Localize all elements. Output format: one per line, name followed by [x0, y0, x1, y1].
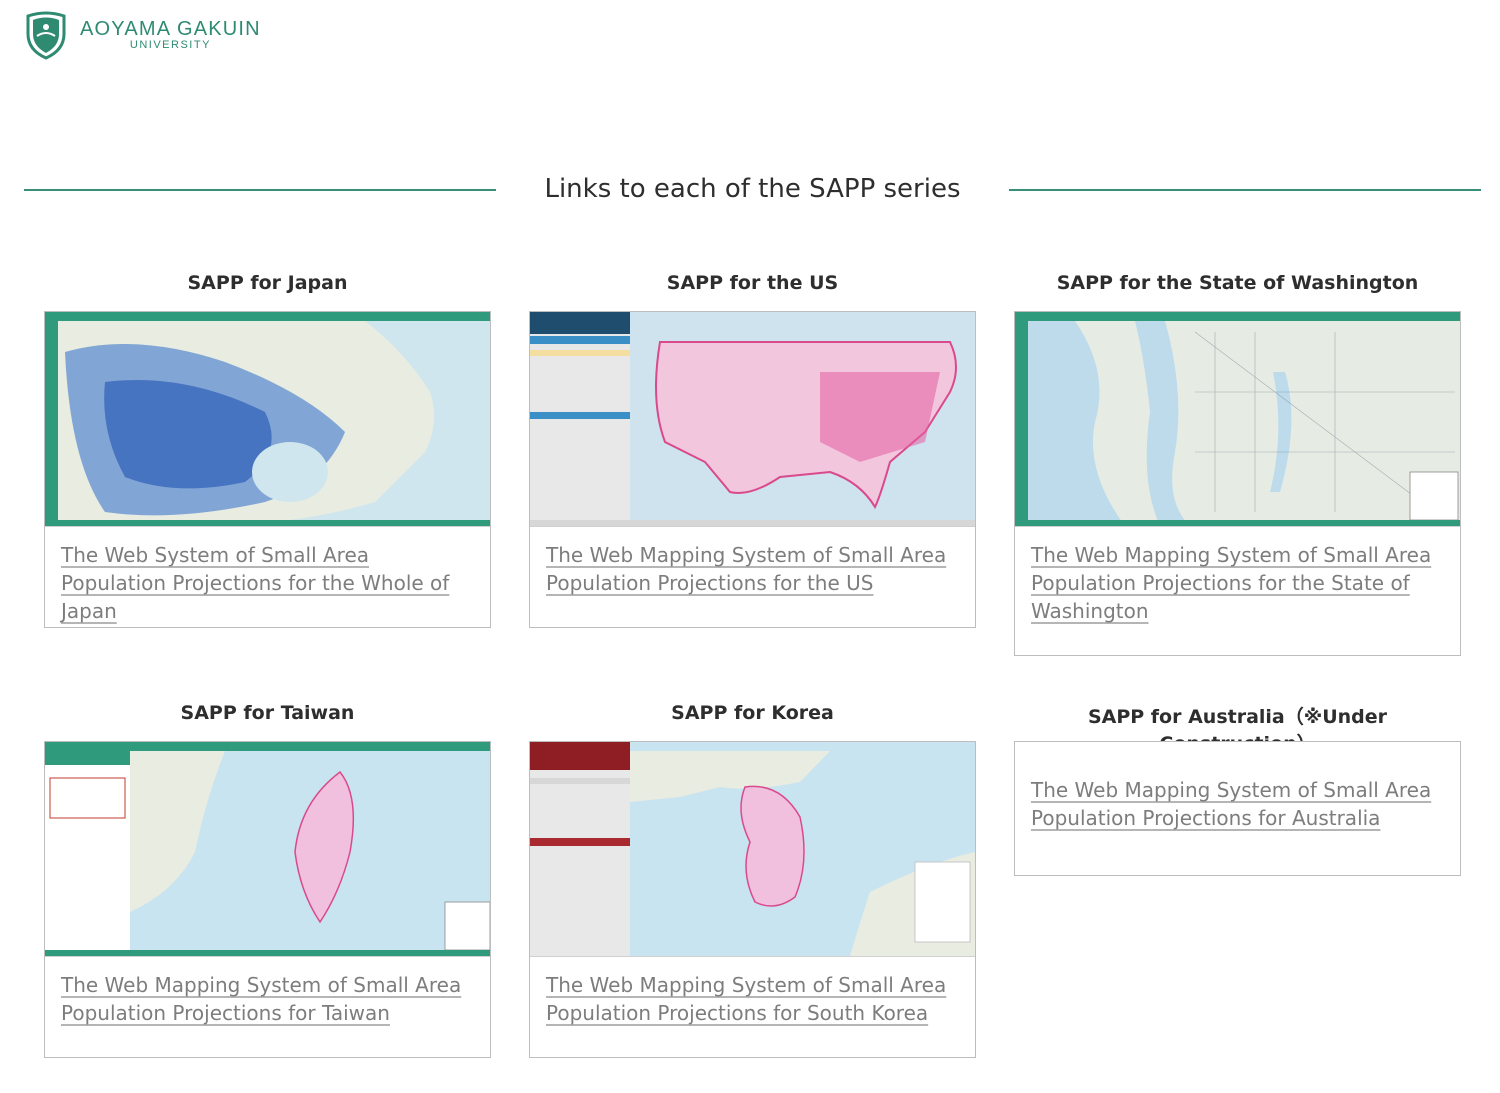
- link-australia[interactable]: The Web Mapping System of Small Area Pop…: [1031, 778, 1432, 830]
- card-washington: The Web Mapping System of Small Area Pop…: [1014, 311, 1461, 656]
- map-thumbnail-japan[interactable]: [45, 312, 490, 527]
- map-thumbnail-taiwan[interactable]: [45, 742, 490, 957]
- card-australia: The Web Mapping System of Small Area Pop…: [1014, 741, 1461, 876]
- card-taiwan: The Web Mapping System of Small Area Pop…: [44, 741, 491, 1058]
- logo-subtitle: UNIVERSITY: [129, 39, 211, 51]
- card-japan: The Web System of Small Area Population …: [44, 311, 491, 628]
- map-thumbnail-washington[interactable]: [1015, 312, 1460, 527]
- divider-left: [24, 189, 496, 191]
- card-us: The Web Mapping System of Small Area Pop…: [529, 311, 976, 628]
- map-thumbnail-us[interactable]: [530, 312, 975, 527]
- link-washington[interactable]: The Web Mapping System of Small Area Pop…: [1031, 543, 1432, 623]
- card-korea: The Web Mapping System of Small Area Pop…: [529, 741, 976, 1058]
- shield-crest-icon: [26, 11, 66, 60]
- card-title-us: SAPP for the US: [666, 272, 839, 294]
- logo-name: AOYAMA GAKUIN: [80, 18, 261, 40]
- card-title-washington: SAPP for the State of Washington: [1056, 272, 1419, 294]
- map-thumbnail-korea[interactable]: [530, 742, 975, 957]
- link-japan[interactable]: The Web System of Small Area Population …: [61, 543, 450, 623]
- divider-right: [1009, 189, 1481, 191]
- link-taiwan[interactable]: The Web Mapping System of Small Area Pop…: [61, 973, 462, 1025]
- link-us[interactable]: The Web Mapping System of Small Area Pop…: [546, 543, 947, 595]
- card-title-taiwan: SAPP for Taiwan: [180, 702, 355, 724]
- card-title-korea: SAPP for Korea: [671, 702, 834, 724]
- section-header: Links to each of the SAPP series: [24, 170, 1481, 210]
- link-korea[interactable]: The Web Mapping System of Small Area Pop…: [546, 973, 947, 1025]
- card-title-japan: SAPP for Japan: [187, 272, 348, 294]
- section-title: Links to each of the SAPP series: [544, 174, 961, 204]
- university-logo[interactable]: AOYAMA GAKUIN UNIVERSITY: [24, 10, 261, 60]
